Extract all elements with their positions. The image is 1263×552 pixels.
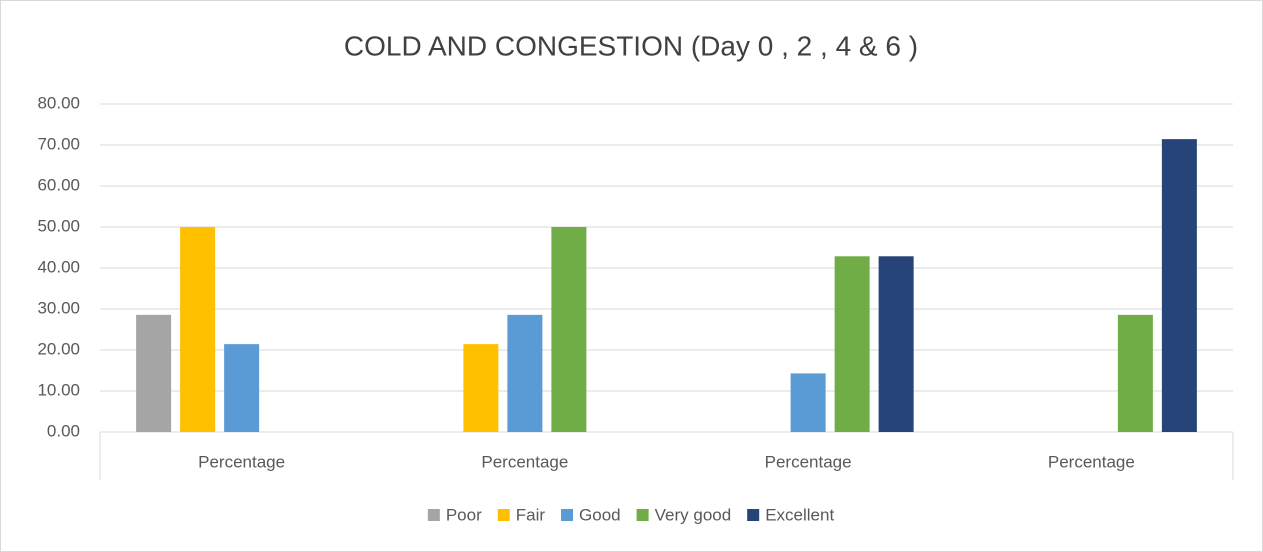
bar [463, 344, 499, 432]
bar [507, 314, 543, 432]
bar [1117, 314, 1153, 432]
y-tick-label: 80.00 [37, 93, 80, 112]
x-tick-label: Percentage [765, 452, 852, 471]
y-tick-label: 20.00 [37, 339, 80, 358]
y-tick-label: 30.00 [37, 298, 80, 317]
chart-title: COLD AND CONGESTION (Day 0 , 2 , 4 & 6 ) [344, 30, 918, 61]
y-tick-label: 60.00 [37, 175, 80, 194]
bar [224, 344, 260, 432]
legend-swatch [427, 509, 440, 521]
x-tick-label: Percentage [1048, 452, 1135, 471]
bar [790, 373, 826, 432]
x-tick-label: Percentage [198, 452, 285, 471]
legend-label: Fair [516, 505, 546, 524]
bar [834, 256, 870, 432]
x-tick-label: Percentage [481, 452, 568, 471]
bar [136, 314, 172, 432]
legend-swatch [747, 509, 760, 521]
legend-swatch [497, 509, 510, 521]
bar [180, 227, 216, 432]
legend-swatch [636, 509, 649, 521]
bar [1161, 139, 1197, 432]
y-tick-label: 70.00 [37, 134, 80, 153]
legend-label: Very good [655, 505, 732, 524]
y-tick-label: 50.00 [37, 216, 80, 235]
y-tick-label: 10.00 [37, 380, 80, 399]
legend-label: Poor [446, 505, 482, 524]
legend-swatch [561, 509, 574, 521]
legend-label: Excellent [765, 505, 834, 524]
y-tick-label: 40.00 [37, 257, 80, 276]
bar [551, 227, 587, 432]
bar [878, 256, 914, 432]
y-tick-label: 0.00 [47, 421, 80, 440]
legend-label: Good [579, 505, 621, 524]
